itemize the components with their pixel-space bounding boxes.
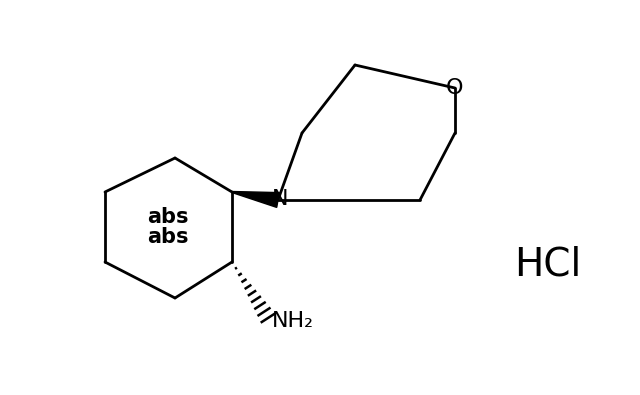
Text: O: O: [446, 78, 464, 98]
Text: abs: abs: [147, 227, 189, 247]
Text: NH₂: NH₂: [272, 311, 314, 331]
Text: abs: abs: [147, 207, 189, 227]
Text: HCl: HCl: [515, 246, 582, 284]
Text: N: N: [272, 189, 288, 209]
Polygon shape: [232, 192, 279, 207]
